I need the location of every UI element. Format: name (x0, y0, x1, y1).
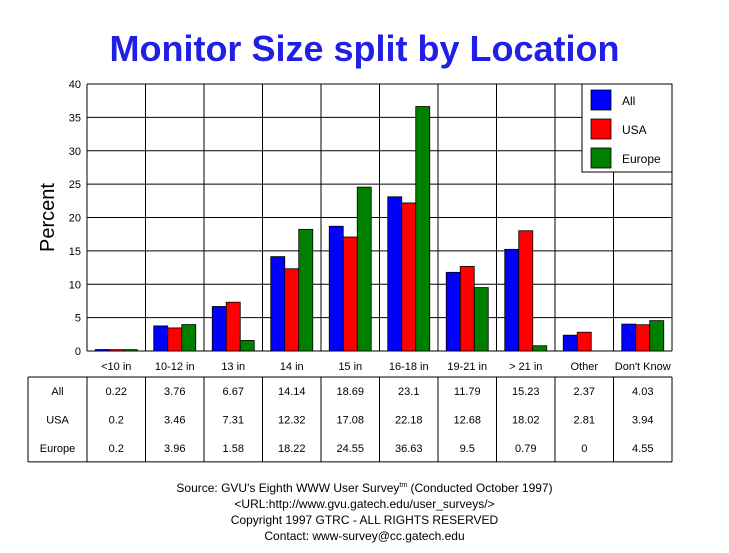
category-label: 19-21 in (447, 361, 487, 373)
table-cell: 12.32 (278, 414, 306, 426)
bar-usa (342, 236, 358, 352)
y-tick-label: 0 (75, 346, 81, 358)
bar-usa (459, 265, 475, 352)
bar-europe (532, 345, 548, 352)
legend-swatch-all (590, 89, 612, 111)
table-cell: 7.31 (223, 414, 244, 426)
y-tick-label: 30 (69, 146, 81, 158)
table-cell: 14.14 (278, 386, 306, 398)
table-cell: 18.22 (278, 443, 306, 455)
category-label: 10-12 in (155, 361, 195, 373)
source-line-1: Source: GVU's Eighth WWW User Surveytm (… (176, 481, 553, 495)
bar-all (504, 248, 520, 352)
y-tick-label: 35 (69, 112, 81, 124)
table-cell: 3.76 (164, 386, 185, 398)
bar-all (621, 323, 637, 352)
table-cell: 0.22 (106, 386, 127, 398)
y-tick-label: 20 (69, 213, 81, 225)
bar-all (270, 256, 286, 352)
category-label: 16-18 in (389, 361, 429, 373)
category-label: 13 in (221, 361, 245, 373)
table-cell: 2.37 (574, 386, 595, 398)
table-cell: 15.23 (512, 386, 540, 398)
table-row-label: USA (46, 414, 69, 426)
table-cell: 22.18 (395, 414, 423, 426)
source-line-3: Copyright 1997 GTRC - ALL RIGHTS RESERVE… (230, 513, 499, 527)
category-label: 15 in (338, 361, 362, 373)
bar-all (387, 196, 403, 352)
y-tick-label: 40 (69, 79, 81, 91)
table-cell: 3.46 (164, 414, 185, 426)
source-line-2: <URL:http://www.gvu.gatech.edu/user_surv… (234, 497, 495, 511)
bar-europe (239, 340, 255, 352)
table-cell: 17.08 (336, 414, 364, 426)
bar-europe (298, 228, 314, 352)
bar-europe (356, 186, 372, 352)
y-axis-label: Percent (37, 183, 59, 252)
table-cell: 23.1 (398, 386, 419, 398)
table-cell: 24.55 (336, 443, 364, 455)
bar-europe (122, 349, 138, 352)
category-label: Don't Know (615, 361, 671, 373)
category-label: Other (570, 361, 598, 373)
table-cell: 0.2 (109, 443, 124, 455)
bar-usa (284, 268, 300, 352)
bar-all (328, 225, 344, 352)
table-cell: 0.2 (109, 414, 124, 426)
table-cell: 6.67 (223, 386, 244, 398)
bar-all (562, 334, 578, 352)
source-credits: Source: GVU's Eighth WWW User Surveytm (… (0, 478, 729, 544)
category-label: <10 in (101, 361, 131, 373)
table-cell: 18.02 (512, 414, 540, 426)
table-cell: 0.79 (515, 443, 536, 455)
bar-europe (473, 287, 489, 352)
table-row-label: Europe (40, 443, 75, 455)
table-cell: 9.5 (460, 443, 475, 455)
bar-usa (167, 327, 183, 352)
chart-title: Monitor Size split by Location (109, 28, 620, 69)
bar-usa (401, 202, 417, 352)
bar-all (153, 325, 169, 352)
table-cell: 2.81 (574, 414, 595, 426)
bar-usa (225, 301, 241, 352)
table-cell: 18.69 (336, 386, 364, 398)
table-cell: 36.63 (395, 443, 423, 455)
bar-all (211, 306, 227, 352)
bar-usa (108, 349, 124, 352)
table-cell: 4.03 (632, 386, 653, 398)
table-cell: 4.55 (632, 443, 653, 455)
table-cell: 3.96 (164, 443, 185, 455)
category-label: > 21 in (509, 361, 542, 373)
y-tick-label: 5 (75, 313, 81, 325)
category-label: 14 in (280, 361, 304, 373)
table-cell: 0 (581, 443, 587, 455)
bar-europe (181, 324, 197, 352)
y-tick-label: 10 (69, 279, 81, 291)
legend-label-europe: Europe (622, 152, 661, 166)
bar-europe (649, 320, 665, 352)
table-cell: 12.68 (453, 414, 481, 426)
legend-swatch-usa (590, 118, 612, 140)
y-tick-label: 15 (69, 246, 81, 258)
table-cell: 1.58 (223, 443, 244, 455)
bar-europe (415, 106, 431, 352)
table-row-label: All (51, 386, 63, 398)
legend-label-usa: USA (622, 123, 647, 137)
bar-usa (518, 230, 534, 352)
table-cell: 3.94 (632, 414, 653, 426)
bar-all (94, 349, 110, 352)
table-cell: 11.79 (454, 386, 481, 398)
bar-usa (635, 324, 651, 352)
bar-all (445, 271, 461, 352)
legend-label-all: All (622, 94, 635, 108)
source-line-4: Contact: www-survey@cc.gatech.edu (264, 529, 465, 543)
bar-usa (576, 331, 592, 352)
y-tick-label: 25 (69, 179, 81, 191)
legend-swatch-europe (590, 147, 612, 169)
